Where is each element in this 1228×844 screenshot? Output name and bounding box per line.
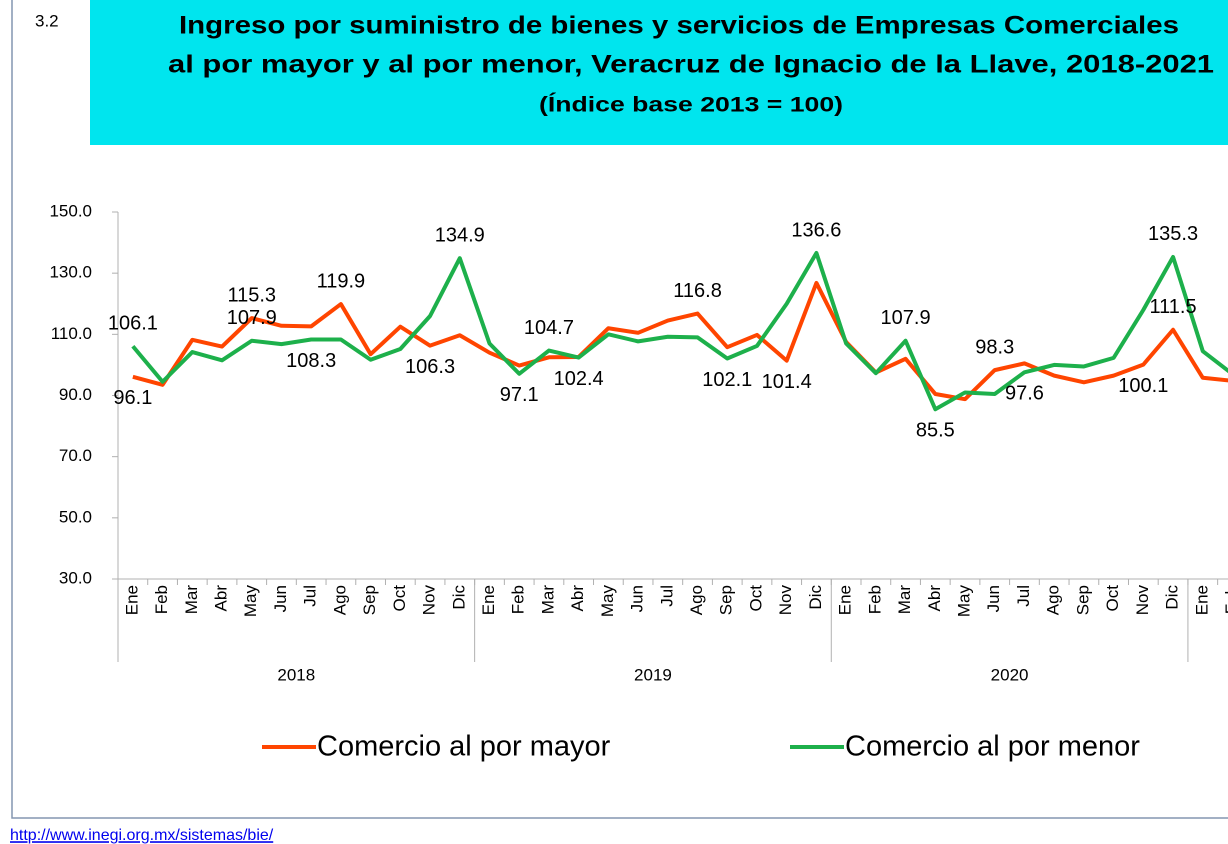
y-tick-label: 70.0 xyxy=(59,446,92,465)
x-tick-label: Feb xyxy=(152,585,171,614)
x-tick-label: May xyxy=(241,585,260,618)
x-tick-label: Mar xyxy=(182,585,201,615)
x-tick-label: Nov xyxy=(776,585,795,616)
x-tick-label: Mar xyxy=(538,585,557,615)
x-tick-label: Ago xyxy=(687,585,706,615)
y-tick-label: 130.0 xyxy=(49,263,92,282)
y-tick-label: 110.0 xyxy=(51,324,92,343)
x-tick-label: Dic xyxy=(449,585,468,610)
data-label: 136.6 xyxy=(791,219,841,241)
x-tick-label: Ago xyxy=(1044,585,1063,615)
x-tick-label: Jun xyxy=(628,585,647,612)
chart-subtitle: (Índice base 2013 = 100) xyxy=(539,94,843,117)
title-box xyxy=(90,0,1228,145)
x-tick-label: Oct xyxy=(746,585,765,612)
x-tick-label: Jul xyxy=(657,585,676,607)
x-tick-label: Sep xyxy=(360,585,379,615)
x-tick-label: Nov xyxy=(1133,585,1152,616)
data-label: 106.1 xyxy=(108,313,158,335)
chart-title: Ingreso por suministro de bienes y servi… xyxy=(179,12,1179,40)
series-line xyxy=(131,250,1228,412)
data-label: 111.5 xyxy=(1150,296,1197,318)
x-tick-label: Oct xyxy=(390,585,409,612)
legend-label: Comercio al por menor xyxy=(845,731,1140,763)
data-label: 100.1 xyxy=(1118,375,1168,397)
data-label: 96.1 xyxy=(113,387,152,409)
x-tick-label: Abr xyxy=(925,585,944,612)
year-label: 2018 xyxy=(277,665,315,684)
chart-number: 3.2 xyxy=(35,11,59,30)
x-tick-label: Abr xyxy=(212,585,231,612)
data-label: 115.3 xyxy=(227,284,276,306)
x-tick-label: Abr xyxy=(568,585,587,612)
x-tick-label: Jul xyxy=(301,585,320,607)
data-label: 106.3 xyxy=(405,356,455,378)
data-label: 134.9 xyxy=(435,224,485,246)
data-label: 85.5 xyxy=(916,420,955,442)
data-label: 102.4 xyxy=(554,368,604,390)
data-label: 98.3 xyxy=(975,336,1014,358)
data-label: 102.1 xyxy=(702,369,752,391)
data-label: 107.9 xyxy=(227,307,277,329)
y-tick-label: 150.0 xyxy=(49,201,92,220)
year-label: 2020 xyxy=(991,665,1029,684)
x-tick-label: Ene xyxy=(836,585,855,615)
x-tick-label: Jun xyxy=(271,585,290,612)
x-tick-label: Ago xyxy=(330,585,349,615)
x-tick-label: Jun xyxy=(984,585,1003,612)
source-link[interactable]: http://www.inegi.org.mx/sistemas/bie/ xyxy=(10,827,274,844)
data-label: 97.6 xyxy=(1005,383,1044,405)
data-label: 97.1 xyxy=(500,384,539,406)
x-tick-label: Jul xyxy=(1014,585,1033,607)
data-label: 107.9 xyxy=(881,307,931,329)
data-label: 104.7 xyxy=(524,317,574,339)
x-tick-label: Ene xyxy=(122,585,141,615)
x-tick-label: Dic xyxy=(806,585,825,610)
data-label: 135.3 xyxy=(1148,223,1198,245)
data-label: 101.4 xyxy=(762,371,812,393)
y-tick-label: 90.0 xyxy=(59,385,92,404)
x-tick-label: Ene xyxy=(1192,585,1211,615)
x-tick-label: Sep xyxy=(1073,585,1092,615)
x-tick-label: Ene xyxy=(479,585,498,615)
year-label: 2019 xyxy=(634,665,672,684)
data-label: 119.9 xyxy=(317,270,366,292)
x-tick-label: Feb xyxy=(865,585,884,614)
legend-label: Comercio al por mayor xyxy=(317,731,611,763)
x-tick-label: Feb xyxy=(509,585,528,614)
x-tick-label: Feb xyxy=(1222,585,1228,614)
x-tick-label: Sep xyxy=(717,585,736,615)
chart-title: al por mayor y al por menor, Veracruz de… xyxy=(168,51,1214,79)
x-tick-label: Oct xyxy=(1103,585,1122,612)
data-label: 116.8 xyxy=(673,280,722,302)
series-line xyxy=(132,280,1228,402)
x-tick-label: Nov xyxy=(420,585,439,616)
x-tick-label: Mar xyxy=(895,585,914,615)
data-label: 108.3 xyxy=(286,350,336,372)
x-tick-label: Dic xyxy=(1163,585,1182,610)
x-tick-label: May xyxy=(955,585,974,618)
x-tick-label: May xyxy=(598,585,617,618)
y-tick-label: 30.0 xyxy=(59,568,92,587)
y-tick-label: 50.0 xyxy=(59,507,92,526)
